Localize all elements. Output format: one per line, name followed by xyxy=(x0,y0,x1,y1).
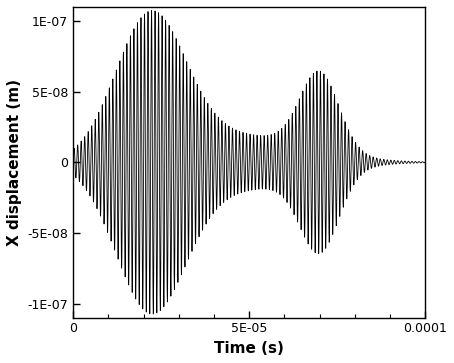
Y-axis label: X displacement (m): X displacement (m) xyxy=(7,79,22,246)
X-axis label: Time (s): Time (s) xyxy=(214,341,284,356)
